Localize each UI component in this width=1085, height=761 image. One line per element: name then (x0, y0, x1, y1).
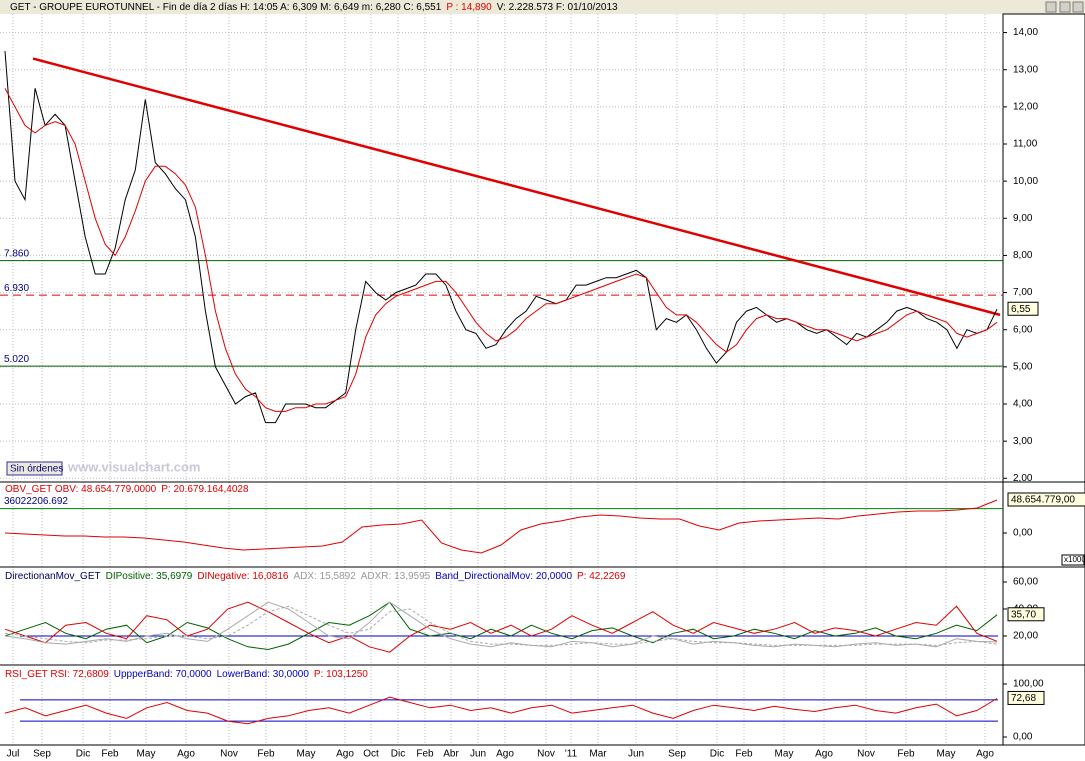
info-part: UppperBand: 70,0000 (114, 669, 212, 680)
x-tick-label: Feb (897, 749, 915, 760)
last-value-label: 48.654.779,00 (1011, 495, 1075, 506)
x-tick-label: Dic (710, 749, 724, 760)
series-line (4, 601, 998, 653)
orders-button-label[interactable]: Sin órdenes (10, 464, 63, 475)
title-bar (0, 0, 1085, 14)
panel-info: RSI_GET RSI: 72,6809 UppperBand: 70,0000 L… (5, 669, 368, 680)
panel-info: DirectionanMov_GET DIPositive: 35,6979 DIN… (5, 571, 626, 582)
x-tick-label: '11 (565, 749, 578, 760)
info-part: OBV_GET OBV: 48.654.779,0000 (5, 484, 157, 495)
info-part: Band_DirectionalMov: 20,0000 (435, 571, 572, 582)
x-tick-label: Ago (976, 749, 994, 760)
info-part: ADXR: 13,9595 (361, 571, 431, 582)
last-value-label: 35,70 (1011, 609, 1036, 620)
last-value-box (1007, 492, 1085, 507)
x-tick-label: Jun (470, 749, 486, 760)
info-part: V: 2.228.573 F: 01/10/2013 (497, 2, 618, 13)
info-part: DirectionanMov_GET (5, 571, 101, 582)
series-line (4, 605, 998, 646)
x-tick-label: Jul (7, 749, 20, 760)
x-tick-label: Ago (177, 749, 195, 760)
x-tick-label: Sep (33, 749, 51, 760)
x-tick-label: Abr (443, 749, 459, 760)
last-value-label: 72,68 (1011, 693, 1036, 704)
series-line (4, 51, 998, 424)
x-tick-label: Nov (537, 749, 555, 760)
level-label: 5.020 (4, 354, 29, 365)
watermark: www.visualchart.com (67, 459, 200, 474)
y-tick-label: 7,00 (1013, 287, 1033, 298)
info-part: LowerBand: 30,0000 (217, 669, 310, 680)
x-tick-label: Feb (416, 749, 434, 760)
x-tick-label: Sep (668, 749, 686, 760)
info-part: P: 20.679.164,4028 (161, 484, 249, 495)
y-tick-label: 11,00 (1013, 139, 1038, 150)
series-line (4, 499, 998, 554)
scale-note: x1000 (1064, 555, 1085, 564)
x-tick-label: Feb (257, 749, 275, 760)
x-tick-label: Mar (589, 749, 607, 760)
y-tick-label: 2,00 (1013, 473, 1033, 484)
y-tick-label: 14,00 (1013, 27, 1038, 38)
panel-info: OBV_GET OBV: 48.654.779,0000 P: 20.679.16… (5, 484, 249, 495)
x-tick-label: May (297, 749, 316, 760)
y-tick-label: 6,00 (1013, 324, 1033, 335)
y-tick-label: 3,00 (1013, 436, 1033, 447)
scale-note-box (1061, 554, 1085, 566)
x-tick-label: Jun (628, 749, 644, 760)
last-value-box (1007, 690, 1045, 705)
info-part: P : 14,890 (446, 2, 492, 13)
y-tick-label: 9,00 (1013, 213, 1033, 224)
info-part: P: 42,2269 (577, 571, 626, 582)
x-tick-label: Ago (336, 749, 354, 760)
y-tick-label: 12,00 (1013, 101, 1038, 112)
x-tick-label: Feb (101, 749, 119, 760)
series-line (4, 601, 998, 648)
orders-button[interactable] (6, 461, 63, 476)
y-tick-label: 100,00 (1013, 679, 1044, 690)
y-tick-label: 10,00 (1013, 176, 1038, 187)
level-label: 7.860 (4, 248, 29, 259)
y-tick-label: 4,00 (1013, 399, 1033, 410)
panel-info: GET - GROUPE EUROTUNNEL - Fin de día 2 d… (10, 2, 618, 13)
last-value-box (1007, 607, 1045, 622)
last-value-box (1007, 301, 1039, 316)
x-tick-label: Ago (496, 749, 514, 760)
x-tick-label: Ago (815, 749, 833, 760)
trend-line (32, 57, 1001, 317)
y-tick-label: 13,00 (1013, 64, 1038, 75)
info-part: P: 103,1250 (314, 669, 368, 680)
window-button[interactable] (1045, 1, 1057, 13)
y-tick-label: 5,00 (1013, 361, 1033, 372)
level-label: 6.930 (4, 283, 29, 294)
y-tick-label: 20,00 (1013, 631, 1038, 642)
price-axis-area (1002, 13, 1085, 746)
x-tick-label: Nov (220, 749, 238, 760)
x-tick-label: May (775, 749, 794, 760)
info-part: GET - GROUPE EUROTUNNEL - Fin de día 2 d… (10, 2, 442, 13)
series-line (4, 696, 998, 725)
info-part: ADX: 15,5892 (293, 571, 356, 582)
window-button[interactable] (1072, 1, 1084, 13)
x-tick-label: Dic (391, 749, 405, 760)
x-tick-label: May (937, 749, 956, 760)
window-button[interactable] (1059, 1, 1071, 13)
y-tick-label: 8,00 (1013, 250, 1033, 261)
y-tick-label: 0,00 (1013, 732, 1033, 743)
series-line (4, 88, 998, 412)
x-tick-label: Feb (735, 749, 753, 760)
level-label: 36022206.692 (4, 496, 68, 507)
y-tick-label: 0,00 (1013, 528, 1033, 539)
x-tick-label: Oct (363, 749, 379, 760)
info-part: DIPositive: 35,6979 (106, 571, 193, 582)
x-tick-label: Nov (857, 749, 875, 760)
last-value-label: 6,55 (1011, 304, 1031, 315)
y-tick-label: 60,00 (1013, 577, 1038, 588)
x-tick-label: May (137, 749, 156, 760)
info-part: DINegative: 16,0816 (197, 571, 289, 582)
info-part: RSI_GET RSI: 72,6809 (5, 669, 109, 680)
x-tick-label: Dic (76, 749, 90, 760)
